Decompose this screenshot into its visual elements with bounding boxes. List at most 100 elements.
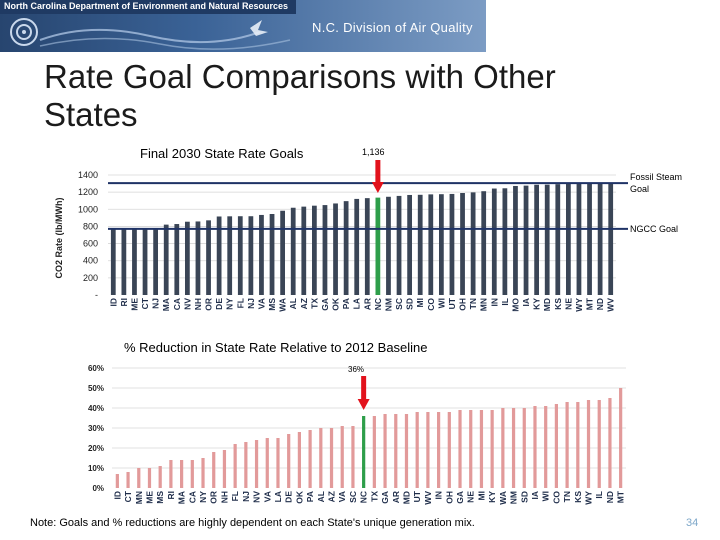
chart1-bar-nv-7 [184, 221, 190, 295]
chart1-bar-ky-40 [534, 184, 540, 295]
chart1-x-label-md-41: MD [542, 298, 552, 311]
chart1-reference-lines [108, 182, 628, 230]
chart1-y-tick-600: 600 [83, 239, 98, 249]
chart2-x-label-ks-43: KS [573, 491, 583, 503]
chart1-bar-ct-3 [142, 228, 148, 295]
chart2-bar-or-9 [212, 452, 216, 488]
chart2-x-label-wy-44: WY [584, 491, 594, 505]
chart1-x-label-tx-19: TX [309, 298, 319, 309]
chart2-x-label-mn-2: MN [134, 491, 144, 504]
chart2-bar-fl-11 [233, 444, 237, 488]
chart1-bar-de-10 [216, 216, 222, 295]
chart1-x-label-ny-11: NY [225, 298, 235, 310]
chart2-bar-wy-44 [586, 400, 591, 488]
chart1-bar-il-37 [502, 188, 508, 295]
chart1-y-tick-400: 400 [83, 256, 98, 266]
chart1-y-tick-1200: 1200 [78, 187, 98, 197]
chart2-bar-wv-29 [426, 412, 430, 488]
chart1-x-label-mt-45: MT [585, 297, 595, 310]
chart2-bar-wa-36 [501, 408, 505, 488]
chart1-x-label-ar-24: AR [362, 298, 372, 310]
chart1-y-tick-1400: 1400 [78, 170, 98, 180]
chart2-x-label-ar-26: AR [391, 491, 401, 503]
chart1-x-label-nm-26: NM [383, 298, 393, 311]
chart1-x-label-ky-40: KY [532, 298, 542, 310]
chart1-x-label-ut-32: UT [447, 297, 457, 309]
bird-icon [250, 20, 268, 36]
chart2-bar-mt-47 [619, 388, 623, 488]
chart1-y-ticks: - 200 400 600 800 1000 1200 1400 [78, 170, 98, 300]
chart2-x-label-ct-1: CT [123, 490, 133, 502]
chart1-bar-ca-6 [174, 224, 180, 295]
chart2-bar-nv-13 [254, 440, 259, 488]
chart2-gridlines [112, 367, 626, 469]
chart2-y-tick-0: 0% [92, 484, 104, 493]
chart1-arrow-head [371, 182, 384, 193]
chart1-y-tick-200: 200 [83, 273, 98, 283]
chart2-bar-ms-4 [158, 466, 162, 488]
chart1-x-label-ct-3: CT [140, 297, 150, 309]
chart2-x-label-al-19: AL [316, 491, 326, 502]
chart2-x-label-ma-6: MA [177, 491, 187, 504]
chart1-x-label-va-14: VA [256, 298, 266, 309]
banner-artwork [10, 18, 291, 50]
chart2-x-label-ms-4: MS [155, 491, 165, 504]
chart2-bar-wi-40 [544, 406, 548, 488]
chart2-bar-sc-22 [351, 426, 355, 488]
chart2-x-label-ga-32: GA [455, 491, 465, 504]
chart2-bar-pa-18 [308, 430, 312, 488]
chart2-bar-de-16 [287, 434, 291, 488]
chart2-x-label-ca-7: CA [187, 491, 197, 503]
chart2-bar-ky-35 [490, 410, 494, 488]
footnote: Note: Goals and % reductions are highly … [30, 517, 475, 529]
fossil-steam-goal-label: Fossil Steam [630, 172, 682, 182]
chart1-bar-ks-42 [555, 184, 561, 295]
chart1-x-label-al-17: AL [288, 298, 298, 309]
chart1-bar-ne-43 [565, 183, 571, 295]
chart2-x-label-fl-11: FL [230, 491, 240, 501]
chart1-x-label-wa-16: WA [278, 298, 288, 312]
chart2-bar-ga-25 [383, 414, 387, 488]
chart1-x-label-id-0: ID [108, 298, 118, 307]
chart2-bar-ks-43 [576, 402, 580, 488]
chart1-x-label-ri-1: RI [119, 298, 129, 307]
chart2-bars [115, 388, 623, 488]
chart2-x-label-az-20: AZ [327, 491, 337, 502]
chart1-bar-md-41 [544, 184, 550, 295]
chart1-bar-al-17 [290, 207, 296, 295]
chart1-x-label-pa-22: PA [341, 298, 351, 309]
ngcc-goal-label: NGCC Goal [630, 224, 678, 234]
chart2-x-label-sd-38: SD [519, 491, 529, 503]
spiral-sun-icon [10, 18, 38, 46]
chart1-bar-oh-33 [460, 193, 465, 295]
chart1-y-axis-label: CO2 Rate (lb/MWh) [54, 198, 64, 279]
chart1-x-label-in-36: IN [489, 298, 499, 307]
chart1-x-label-mo-38: MO [510, 298, 520, 312]
fossil-steam-goal-label-line2: Goal [630, 184, 649, 194]
chart2-bar-ma-6 [179, 460, 184, 488]
chart2-x-label-nh-10: NH [219, 491, 229, 503]
chart2-x-label-or-9: OR [209, 491, 219, 504]
chart2-y-tick-30: 30% [88, 424, 104, 433]
chart1-x-label-de-10: DE [214, 298, 224, 310]
chart2-x-label-nj-12: NJ [241, 491, 251, 502]
nc-reduction-label: 36% [348, 365, 364, 374]
chart1-bar-or-9 [206, 220, 211, 295]
chart2-bar-ct-1 [126, 472, 130, 488]
chart2-x-label-nd-46: ND [605, 491, 615, 503]
chart1-bar-nj-13 [248, 216, 254, 295]
chart2-bar-in-30 [436, 412, 441, 488]
nc-highlight-arrow [371, 160, 384, 193]
chart2-bar-oh-31 [447, 412, 451, 488]
chart2-x-label-wa-36: WA [498, 491, 508, 505]
chart1-bar-ri-1 [121, 228, 127, 295]
chart2-x-label-tx-24: TX [369, 491, 379, 502]
chart1-x-label-sc-27: SC [394, 298, 404, 310]
chart1-bar-ia-39 [523, 185, 529, 295]
chart2-bar-co-41 [554, 404, 559, 488]
chart2-x-label-ri-5: RI [166, 491, 176, 500]
chart1-bar-id-0 [110, 228, 116, 295]
chart1-bar-ms-15 [269, 214, 275, 295]
chart2-x-label-va-14: VA [262, 491, 272, 502]
